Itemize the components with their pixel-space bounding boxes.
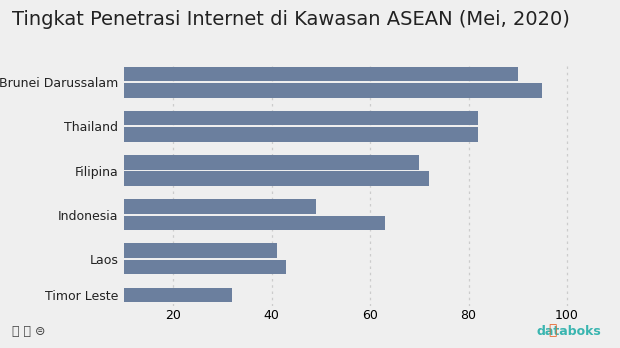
- Text: databoks: databoks: [537, 325, 601, 338]
- Bar: [75, 216, 385, 230]
- Bar: [75, 127, 479, 142]
- Bar: [75, 243, 277, 258]
- Bar: [75, 67, 518, 81]
- Bar: [75, 111, 479, 126]
- Bar: [75, 83, 542, 98]
- Bar: [75, 199, 316, 214]
- Bar: [75, 260, 286, 274]
- Text: ⦀: ⦀: [549, 324, 557, 338]
- Bar: [75, 155, 419, 169]
- Bar: [75, 172, 429, 186]
- Bar: [75, 287, 232, 302]
- Text: Tingkat Penetrasi Internet di Kawasan ASEAN (Mei, 2020): Tingkat Penetrasi Internet di Kawasan AS…: [12, 10, 570, 30]
- Text: Ⓒ Ⓘ ⊜: Ⓒ Ⓘ ⊜: [12, 325, 46, 338]
